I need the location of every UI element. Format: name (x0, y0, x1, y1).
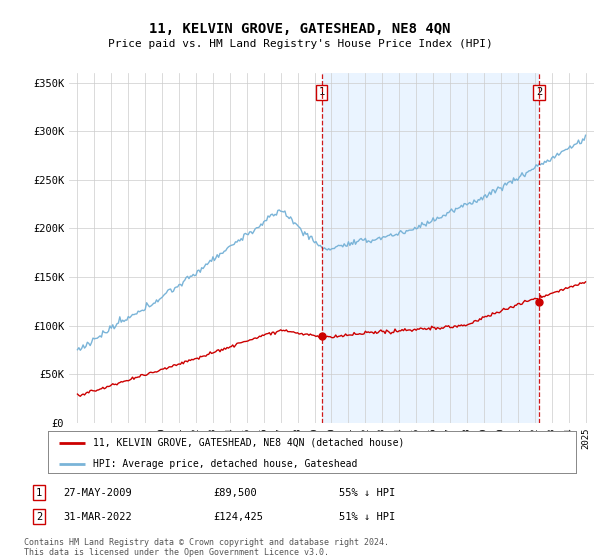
Text: 31-MAR-2022: 31-MAR-2022 (63, 512, 132, 522)
Text: Contains HM Land Registry data © Crown copyright and database right 2024.
This d: Contains HM Land Registry data © Crown c… (24, 538, 389, 557)
Text: 51% ↓ HPI: 51% ↓ HPI (339, 512, 395, 522)
Text: 11, KELVIN GROVE, GATESHEAD, NE8 4QN (detached house): 11, KELVIN GROVE, GATESHEAD, NE8 4QN (de… (93, 437, 404, 447)
Bar (322, 73, 539, 423)
Text: 1: 1 (319, 87, 325, 97)
Text: 55% ↓ HPI: 55% ↓ HPI (339, 488, 395, 498)
Text: 1: 1 (36, 488, 42, 498)
Text: £124,425: £124,425 (213, 512, 263, 522)
Text: 2: 2 (36, 512, 42, 522)
Text: 27-MAY-2009: 27-MAY-2009 (63, 488, 132, 498)
Text: £89,500: £89,500 (213, 488, 257, 498)
Text: Price paid vs. HM Land Registry's House Price Index (HPI): Price paid vs. HM Land Registry's House … (107, 39, 493, 49)
Text: 11, KELVIN GROVE, GATESHEAD, NE8 4QN: 11, KELVIN GROVE, GATESHEAD, NE8 4QN (149, 22, 451, 36)
Text: 2: 2 (536, 87, 542, 97)
Text: HPI: Average price, detached house, Gateshead: HPI: Average price, detached house, Gate… (93, 459, 357, 469)
